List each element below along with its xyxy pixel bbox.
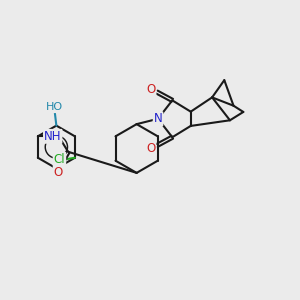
Text: O: O — [54, 166, 63, 179]
Text: Cl: Cl — [54, 153, 65, 166]
Text: O: O — [146, 142, 155, 155]
Text: N: N — [154, 112, 162, 125]
Text: NH: NH — [44, 130, 61, 143]
Text: O: O — [146, 82, 155, 96]
Text: HO: HO — [46, 102, 64, 112]
